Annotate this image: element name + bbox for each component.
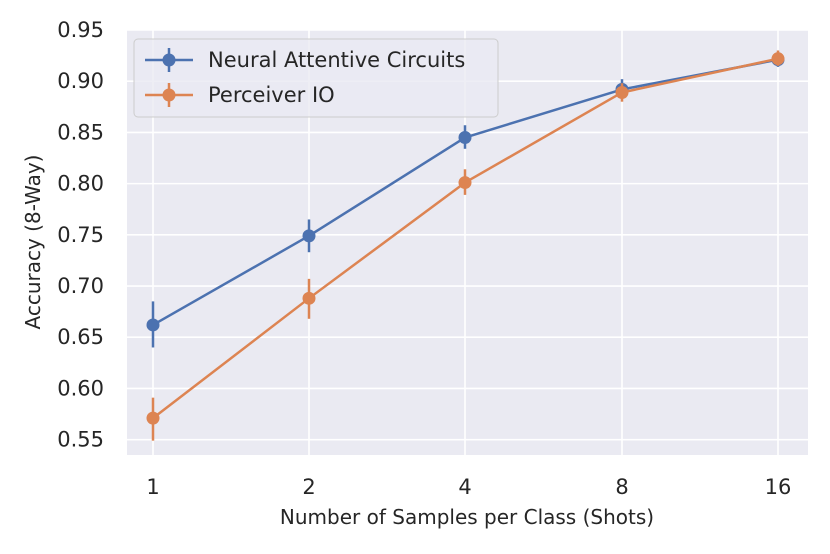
y-tick-label-8: 0.95 xyxy=(57,18,104,42)
series-1-point-0 xyxy=(146,411,160,425)
x-tick-label-4: 16 xyxy=(765,475,792,499)
x-tick-label-1: 2 xyxy=(302,475,315,499)
legend: Neural Attentive Circuits Perceiver IO xyxy=(133,38,499,118)
y-tick-label-4: 0.75 xyxy=(57,223,104,247)
y-tick-label-7: 0.90 xyxy=(57,69,104,93)
series-0-point-0 xyxy=(146,318,160,332)
legend-box xyxy=(133,38,499,118)
series-0-point-1 xyxy=(302,229,316,243)
y-tick-label-3: 0.70 xyxy=(57,274,104,298)
series-0-point-2 xyxy=(458,131,472,145)
legend-label-nac: Neural Attentive Circuits xyxy=(208,48,465,72)
x-tick-label-3: 8 xyxy=(615,475,628,499)
series-1 xyxy=(146,50,785,441)
series-1-point-4 xyxy=(771,52,785,66)
y-tick-label-6: 0.85 xyxy=(57,120,104,144)
series-layer xyxy=(146,50,785,441)
legend-label-pio: Perceiver IO xyxy=(208,83,335,107)
y-tick-label-0: 0.55 xyxy=(57,428,104,452)
x-tick-label-2: 4 xyxy=(458,475,471,499)
x-axis-label: Number of Samples per Class (Shots) xyxy=(280,505,654,529)
y-axis-label: Accuracy (8-Way) xyxy=(21,155,45,330)
series-1-point-1 xyxy=(302,291,316,305)
y-tick-label-2: 0.65 xyxy=(57,325,104,349)
series-1-point-2 xyxy=(458,176,472,190)
series-1-point-3 xyxy=(615,85,629,99)
x-tick-label-0: 1 xyxy=(146,475,159,499)
x-axis-ticks: 1 2 4 8 16 xyxy=(146,475,791,499)
legend-marker-pio xyxy=(162,88,176,102)
legend-marker-nac xyxy=(162,53,176,67)
y-tick-label-5: 0.80 xyxy=(57,172,104,196)
y-tick-label-1: 0.60 xyxy=(57,376,104,400)
y-axis-ticks: 0.55 0.60 0.65 0.70 0.75 0.80 0.85 0.90 0.95 xyxy=(57,18,104,452)
